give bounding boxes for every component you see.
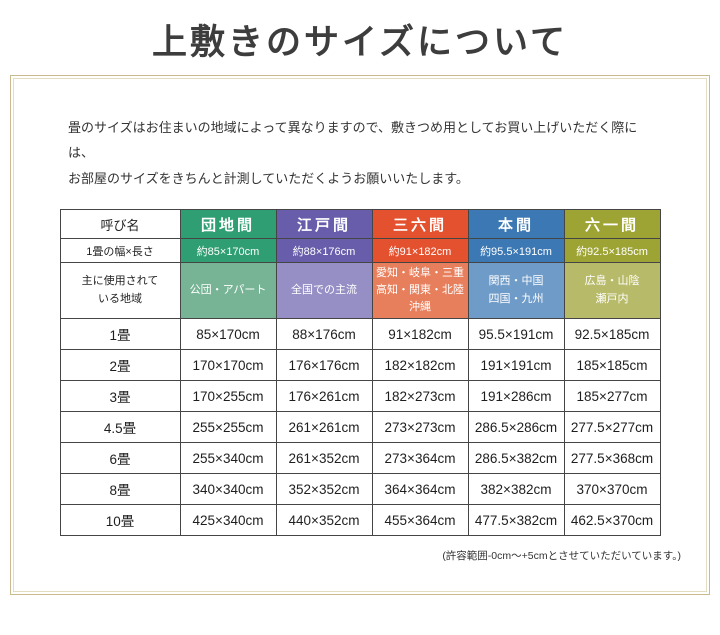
mat-value: 462.5×370cm xyxy=(563,504,661,537)
mat-value: 95.5×191cm xyxy=(467,318,565,351)
mat-value: 185×185cm xyxy=(563,349,661,382)
region-cell: 関西・中国 四国・九州 xyxy=(467,262,565,320)
mat-value: 477.5×382cm xyxy=(467,504,565,537)
mat-value: 273×273cm xyxy=(371,411,469,444)
column-header: 団地間 xyxy=(179,209,277,240)
mat-value: 425×340cm xyxy=(179,504,277,537)
column-header: 三六間 xyxy=(371,209,469,240)
content-frame: 畳のサイズはお住まいの地域によって異なりますので、敷きつめ用としてお買い上げいた… xyxy=(10,75,710,595)
mat-value: 255×255cm xyxy=(179,411,277,444)
region-cell: 全国での主流 xyxy=(275,262,373,320)
intro-line-1: 畳のサイズはお住まいの地域によって異なりますので、敷きつめ用としてお買い上げいた… xyxy=(68,120,638,161)
intro-text: 畳のサイズはお住まいの地域によって異なりますので、敷きつめ用としてお買い上げいた… xyxy=(68,115,652,191)
mat-value: 176×261cm xyxy=(275,380,373,413)
region-row-label: 主に使用されて いる地域 xyxy=(59,262,181,320)
mat-label: 10畳 xyxy=(59,504,181,537)
mat-value: 176×176cm xyxy=(275,349,373,382)
mat-row: 6畳 255×340cm 261×352cm 273×364cm 286.5×3… xyxy=(59,442,661,475)
size-cell: 約85×170cm xyxy=(179,238,277,264)
intro-line-2: お部屋のサイズをきちんと計測していただくようお願いいたします。 xyxy=(68,170,469,186)
mat-label: 4.5畳 xyxy=(59,411,181,444)
mat-row: 1畳 85×170cm 88×176cm 91×182cm 95.5×191cm… xyxy=(59,318,661,351)
mat-value: 85×170cm xyxy=(179,318,277,351)
mat-value: 277.5×368cm xyxy=(563,442,661,475)
mat-value: 191×191cm xyxy=(467,349,565,382)
mat-value: 182×182cm xyxy=(371,349,469,382)
mat-value: 340×340cm xyxy=(179,473,277,506)
mat-row: 10畳 425×340cm 440×352cm 455×364cm 477.5×… xyxy=(59,504,661,537)
mat-value: 261×352cm xyxy=(275,442,373,475)
mat-value: 286.5×286cm xyxy=(467,411,565,444)
mat-value: 382×382cm xyxy=(467,473,565,506)
mat-row: 4.5畳 255×255cm 261×261cm 273×273cm 286.5… xyxy=(59,411,661,444)
mat-label: 8畳 xyxy=(59,473,181,506)
mat-value: 255×340cm xyxy=(179,442,277,475)
column-header: 江戸間 xyxy=(275,209,373,240)
mat-value: 91×182cm xyxy=(371,318,469,351)
mat-value: 455×364cm xyxy=(371,504,469,537)
size-row: 1畳の幅×長さ 約85×170cm 約88×176cm 約91×182cm 約9… xyxy=(59,238,661,264)
mat-value: 370×370cm xyxy=(563,473,661,506)
mat-value: 191×286cm xyxy=(467,380,565,413)
region-row: 主に使用されて いる地域 公団・アパート 全国での主流 愛知・岐阜・三重 高知・… xyxy=(59,262,661,320)
mat-value: 88×176cm xyxy=(275,318,373,351)
footnote: (許容範囲-0cm～+5cmとさせていただいています。) xyxy=(442,550,681,563)
mat-label: 1畳 xyxy=(59,318,181,351)
size-cell: 約95.5×191cm xyxy=(467,238,565,264)
size-cell: 約92.5×185cm xyxy=(563,238,661,264)
mat-row: 2畳 170×170cm 176×176cm 182×182cm 191×191… xyxy=(59,349,661,382)
mat-value: 286.5×382cm xyxy=(467,442,565,475)
mat-value: 182×273cm xyxy=(371,380,469,413)
mat-value: 273×364cm xyxy=(371,442,469,475)
mat-label: 6畳 xyxy=(59,442,181,475)
mat-value: 261×261cm xyxy=(275,411,373,444)
column-header: 本間 xyxy=(467,209,565,240)
mat-value: 185×277cm xyxy=(563,380,661,413)
mat-value: 277.5×277cm xyxy=(563,411,661,444)
mat-value: 170×170cm xyxy=(179,349,277,382)
mat-value: 364×364cm xyxy=(371,473,469,506)
tatami-size-table: 呼び名 団地間 江戸間 三六間 本間 六一間 1畳の幅×長さ 約85×170cm… xyxy=(59,209,661,537)
region-cell: 広島・山陰 瀬戸内 xyxy=(563,262,661,320)
page-title: 上敷きのサイズについて xyxy=(152,23,568,62)
column-header: 六一間 xyxy=(563,209,661,240)
mat-label: 2畳 xyxy=(59,349,181,382)
mat-value: 170×255cm xyxy=(179,380,277,413)
mat-row: 3畳 170×255cm 176×261cm 182×273cm 191×286… xyxy=(59,380,661,413)
corner-header: 呼び名 xyxy=(59,209,181,240)
table-header-row: 呼び名 団地間 江戸間 三六間 本間 六一間 xyxy=(59,209,661,240)
size-row-label: 1畳の幅×長さ xyxy=(59,238,181,264)
mat-label: 3畳 xyxy=(59,380,181,413)
mat-row: 8畳 340×340cm 352×352cm 364×364cm 382×382… xyxy=(59,473,661,506)
mat-value: 92.5×185cm xyxy=(563,318,661,351)
region-cell: 愛知・岐阜・三重 高知・関東・北陸 沖縄 xyxy=(371,262,469,320)
region-cell: 公団・アパート xyxy=(179,262,277,320)
size-cell: 約88×176cm xyxy=(275,238,373,264)
mat-value: 440×352cm xyxy=(275,504,373,537)
mat-value: 352×352cm xyxy=(275,473,373,506)
size-cell: 約91×182cm xyxy=(371,238,469,264)
